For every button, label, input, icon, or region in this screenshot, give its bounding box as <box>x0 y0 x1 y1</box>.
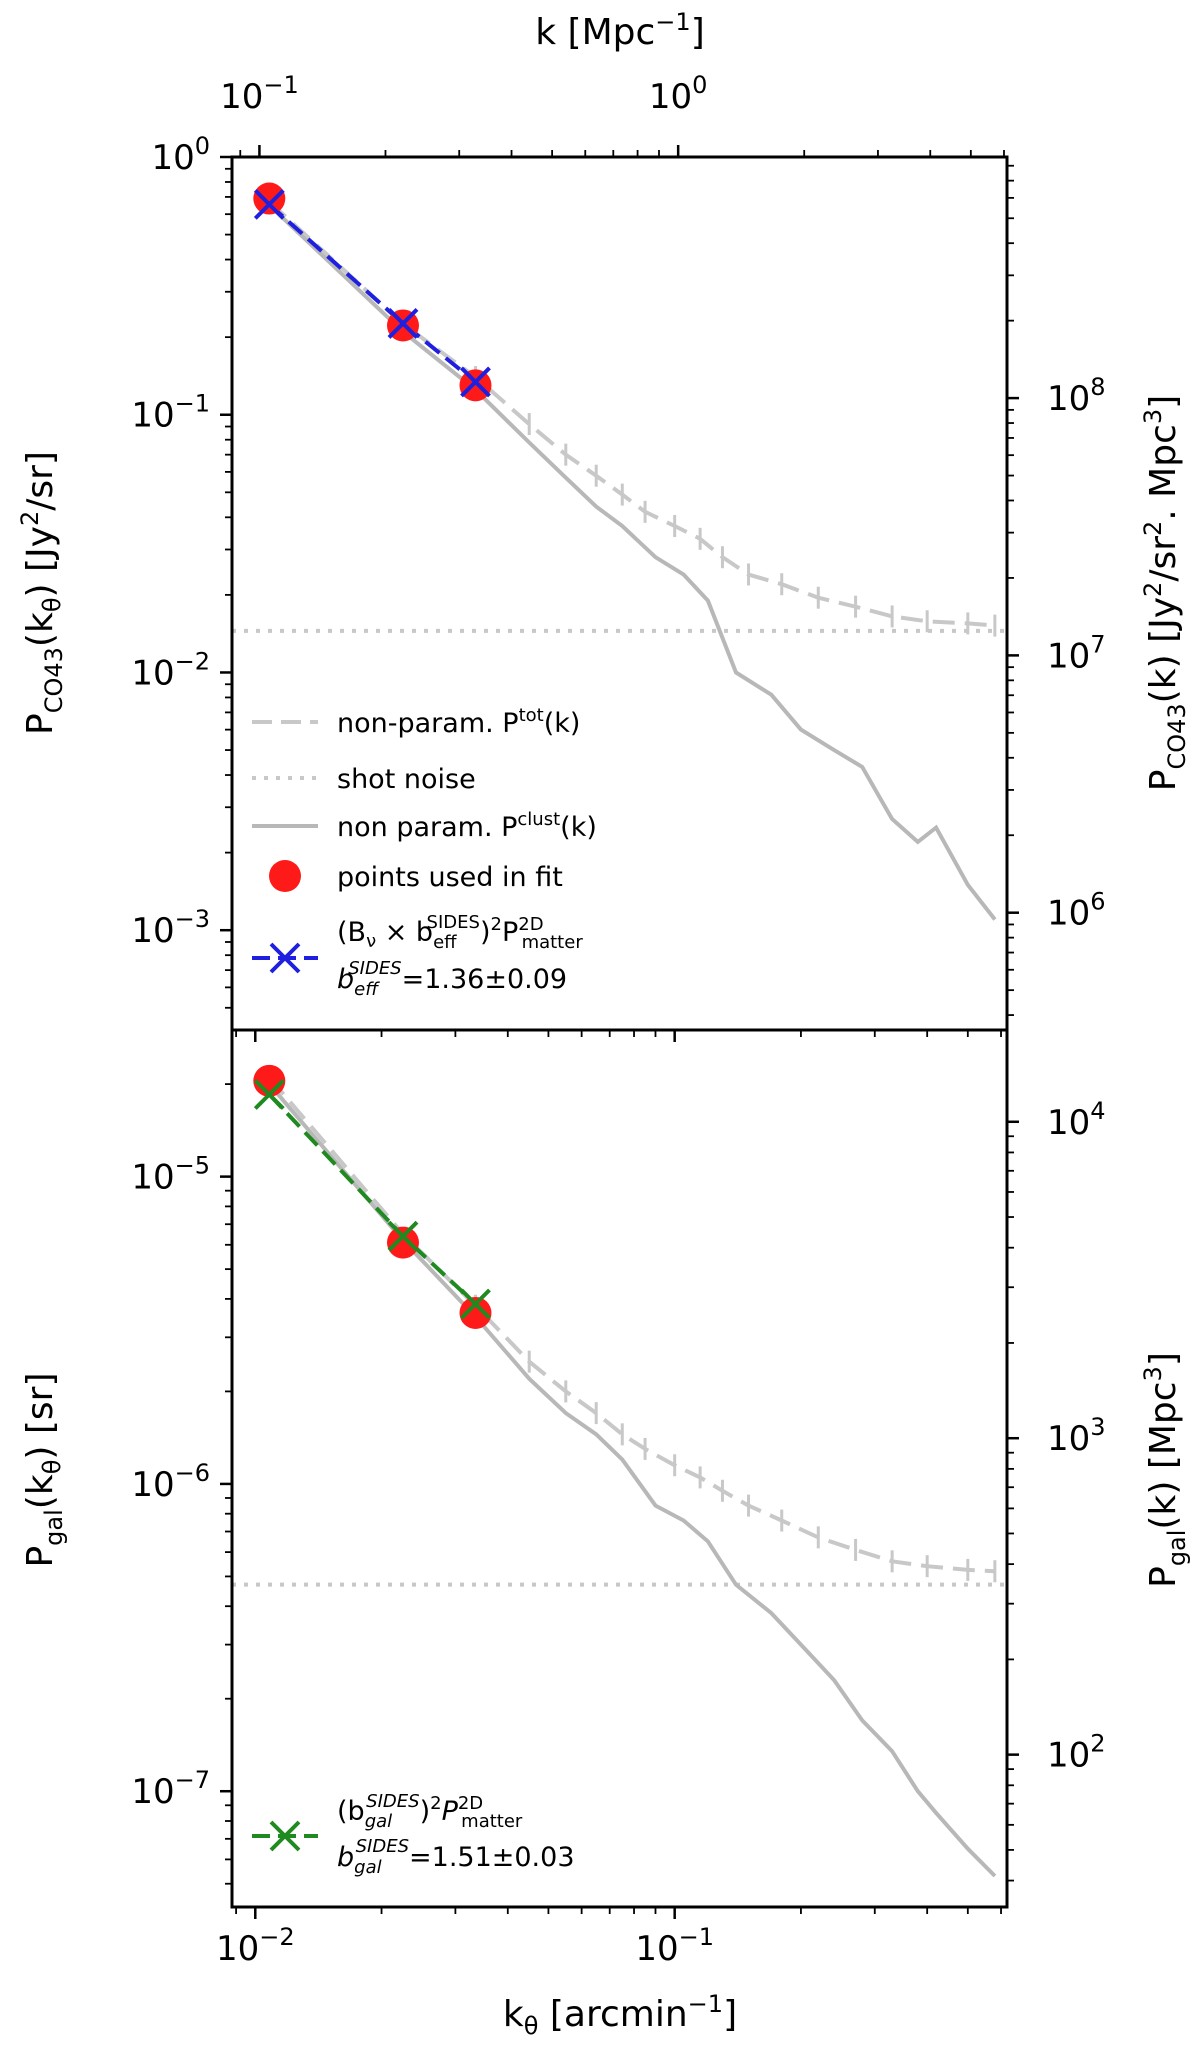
xtick-label: 10−2 <box>216 1923 295 1969</box>
gal-ytick-label: 10−6 <box>131 1459 210 1505</box>
co43-model-marker <box>387 308 419 339</box>
co43-rtick-label: 108 <box>1047 373 1106 419</box>
gal-legend: (bgalSIDES)2P2D matter bgalSIDES=1.51±0.0… <box>252 1791 575 1878</box>
gal-fit-point <box>459 1296 492 1329</box>
legend-bias-label: beffSIDES=1.36±0.09 <box>337 958 567 1000</box>
gal-series-1 <box>267 1082 997 1878</box>
gal-model-marker <box>253 1079 285 1110</box>
co43-ytick-label: 10−1 <box>131 390 210 436</box>
co43-ylabel-right: PCO43(k) [Jy2/sr2. Mpc3] <box>1139 395 1191 791</box>
co43-model-marker <box>253 188 285 220</box>
co43-fit-point <box>253 182 286 215</box>
top-axis-label: k [Mpc−1] <box>535 8 704 53</box>
legend-model-label: (Bν × beffSIDES)2P2D matter <box>337 912 583 953</box>
gal-model-marker <box>460 1288 491 1320</box>
gal-rtick-label: 104 <box>1047 1097 1106 1143</box>
gal-plot-area <box>232 1064 1007 1878</box>
co43-model-marker <box>460 366 491 398</box>
gal-ticks: 10−5 10−6 10−7 104 103 102 10−2 10−1 <box>131 1083 1106 1969</box>
gal-rtick-label: 102 <box>1047 1730 1106 1776</box>
legend-tot-label: non-param. Ptot(k) <box>337 705 580 739</box>
co43-series-1 <box>267 203 997 921</box>
legend-gal-bias-label: bgalSIDES=1.51±0.03 <box>337 1836 575 1878</box>
ktick-label: 100 <box>649 71 708 117</box>
legend-gal-model-label: (bgalSIDES)2P2D matter <box>337 1791 523 1832</box>
legend-clust-label: non param. Pclust(k) <box>337 809 597 843</box>
panel-gal: 10−5 10−6 10−7 104 103 102 10−2 10−1 kθ [arcmin… <box>20 1028 1191 2040</box>
gal-ytick-label: 10−5 <box>131 1152 210 1198</box>
co43-ytick-label: 10−3 <box>131 905 210 951</box>
co43-series-2 <box>267 202 477 384</box>
gal-ytick-label: 10−7 <box>131 1766 210 1812</box>
co43-ytick-label: 100 <box>151 132 210 178</box>
xtick-label: 10−1 <box>635 1923 714 1969</box>
legend-model-swatch-marker <box>269 942 301 974</box>
gal-ylabel-left: Pgal(kθ) [sr] <box>20 1372 68 1567</box>
ktick-label: 10−1 <box>220 71 299 117</box>
co43-legend: non-param. Ptot(k) shot noise non param.… <box>252 705 597 1000</box>
co43-ytick-label: 10−2 <box>131 647 210 693</box>
legend-shot-label: shot noise <box>337 764 476 795</box>
co43-ylabel-left: PCO43(kθ) [Jy2/sr] <box>16 451 68 735</box>
gal-frame <box>230 1028 1009 1909</box>
co43-plot-area <box>232 182 1007 921</box>
co43-rtick-label: 106 <box>1047 888 1106 934</box>
co43-fit-point <box>459 369 492 402</box>
gal-ylabel-right: Pgal(k) [Mpc3] <box>1139 1352 1191 1588</box>
gal-model-marker <box>387 1220 419 1252</box>
bottom-axis-label: kθ [arcmin−1] <box>503 1990 737 2040</box>
gal-fit-point <box>386 1226 419 1259</box>
legend-gal-model-swatch-marker <box>269 1820 301 1852</box>
legend-points-swatch <box>269 860 301 892</box>
co43-rtick-label: 107 <box>1047 630 1106 676</box>
legend-points-label: points used in fit <box>337 862 563 893</box>
gal-rtick-label: 103 <box>1047 1413 1106 1459</box>
